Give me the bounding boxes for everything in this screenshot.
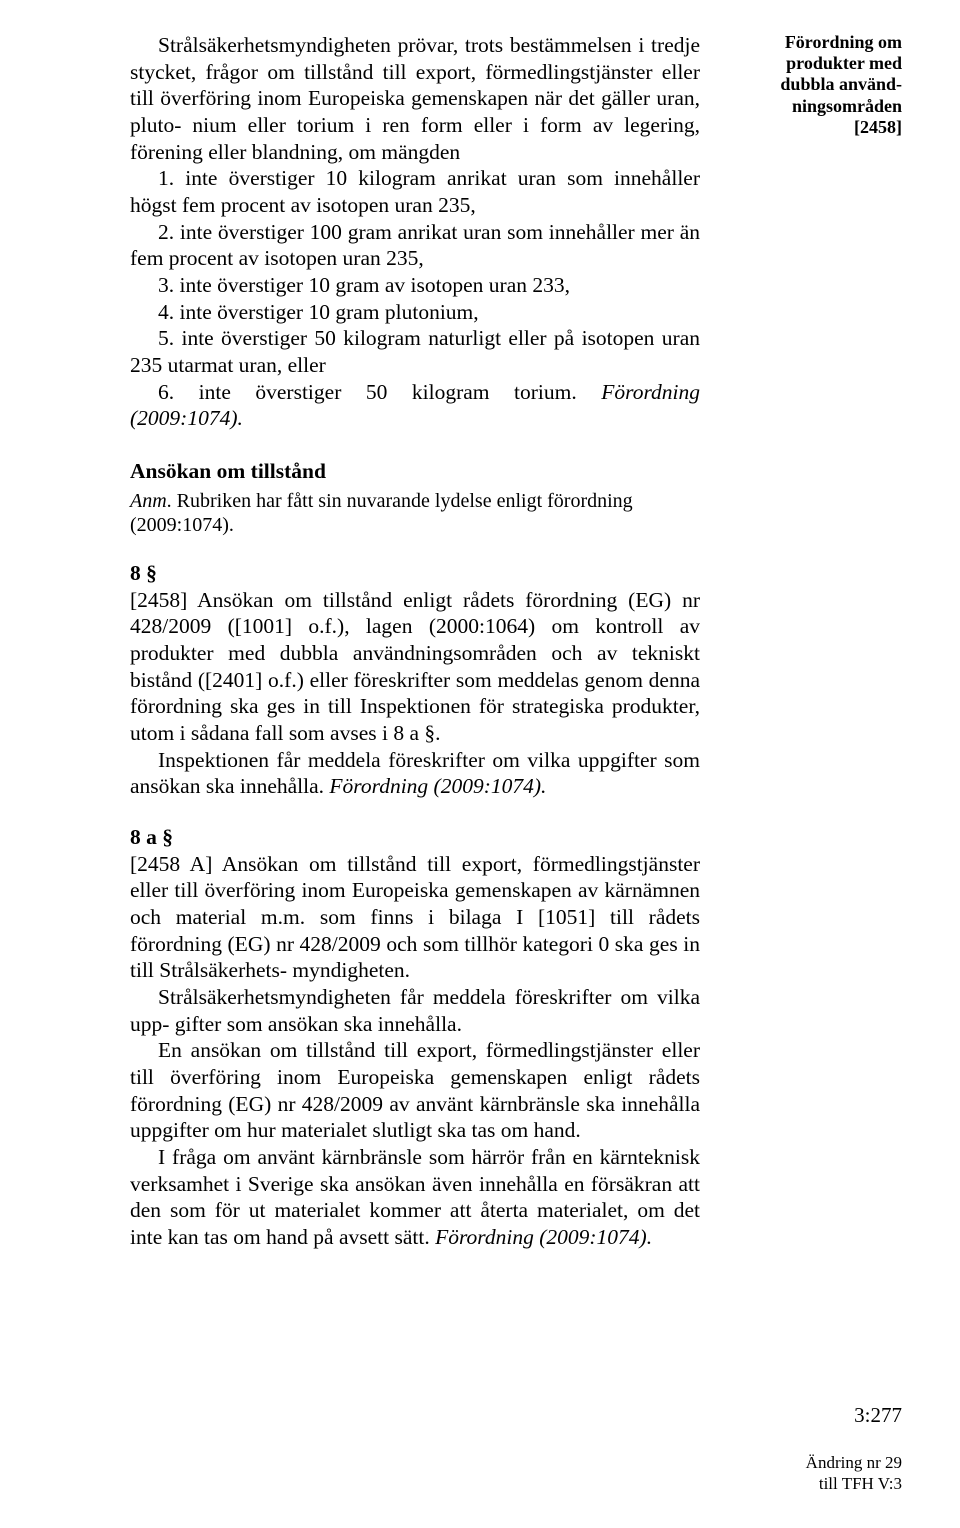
intro-list-6-text: 6. inte överstiger 50 kilogram torium. — [158, 380, 601, 404]
section-8: 8 § [2458] Ansökan om tillstånd enligt r… — [130, 560, 700, 800]
footer-line-1: Ändring nr 29 — [806, 1453, 902, 1473]
ansokan-heading: Ansökan om tillstånd — [130, 458, 700, 485]
footer-line-2: till TFH V:3 — [806, 1474, 902, 1494]
margin-line-4: ningsområden — [714, 96, 902, 117]
section-8a-p4-ref: Förordning (2009:1074). — [435, 1225, 652, 1249]
section-8a-p3: En ansökan om tillstånd till export, för… — [130, 1037, 700, 1144]
section-8a-label: 8 a § — [130, 824, 700, 851]
section-8a-p1: [2458 A] Ansökan om tillstånd till expor… — [130, 851, 700, 984]
intro-list-3: 3. inte överstiger 10 gram av isotopen u… — [130, 272, 700, 299]
margin-column: Förordning om produkter med dubbla använ… — [714, 32, 902, 1275]
main-column: Strålsäkerhetsmyndigheten prövar, trots … — [130, 32, 700, 1275]
page-number: 3:277 — [854, 1403, 902, 1428]
margin-line-5: [2458] — [714, 117, 902, 138]
intro-list-4: 4. inte överstiger 10 gram plutonium, — [130, 299, 700, 326]
section-8-label: 8 § — [130, 560, 700, 587]
ansokan-note: Anm. Rubriken har fått sin nuvarande lyd… — [130, 489, 700, 539]
intro-list-2: 2. inte överstiger 100 gram anrikat uran… — [130, 219, 700, 272]
section-8-p2: Inspektionen får meddela föreskrifter om… — [130, 747, 700, 800]
margin-line-1: Förordning om — [714, 32, 902, 53]
section-8a-p2: Strålsäkerhetsmyndigheten får meddela fö… — [130, 984, 700, 1037]
section-8-p2-ref: Förordning (2009:1074). — [329, 774, 546, 798]
section-8a: 8 a § [2458 A] Ansökan om tillstånd till… — [130, 824, 700, 1251]
ansokan-note-anm: Anm — [130, 490, 167, 512]
footer-note: Ändring nr 29 till TFH V:3 — [806, 1453, 902, 1494]
intro-paragraph: Strålsäkerhetsmyndigheten prövar, trots … — [130, 32, 700, 165]
margin-line-2: produkter med — [714, 53, 902, 74]
page: Strålsäkerhetsmyndigheten prövar, trots … — [0, 0, 960, 1528]
intro-list-6: 6. inte överstiger 50 kilogram torium. F… — [130, 379, 700, 432]
section-8-p1: [2458] Ansökan om tillstånd enligt rådet… — [130, 587, 700, 747]
margin-line-3: dubbla använd- — [714, 74, 902, 95]
intro-list-1: 1. inte överstiger 10 kilogram anrikat u… — [130, 165, 700, 218]
ansokan-note-body: . Rubriken har fått sin nuvarande lydels… — [130, 490, 633, 537]
content-row: Strålsäkerhetsmyndigheten prövar, trots … — [130, 32, 902, 1275]
intro-list-5: 5. inte överstiger 50 kilogram naturligt… — [130, 325, 700, 378]
section-8a-p4: I fråga om använt kärnbränsle som härrör… — [130, 1144, 700, 1251]
